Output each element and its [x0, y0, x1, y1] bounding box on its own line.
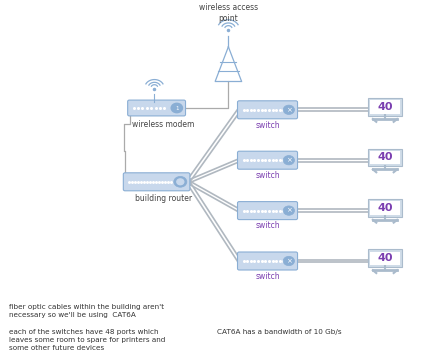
Text: CAT6A has a bandwidth of 10 Gb/s: CAT6A has a bandwidth of 10 Gb/s	[217, 329, 341, 336]
Text: switch: switch	[255, 121, 279, 130]
Circle shape	[283, 256, 294, 266]
Text: 1: 1	[174, 105, 178, 111]
Circle shape	[174, 176, 187, 187]
FancyBboxPatch shape	[370, 201, 399, 215]
Text: wireless modem: wireless modem	[132, 120, 194, 129]
Text: switch: switch	[255, 221, 279, 230]
FancyBboxPatch shape	[370, 100, 399, 114]
Text: 40: 40	[376, 203, 392, 213]
Text: switch: switch	[255, 272, 279, 281]
Text: ×: ×	[285, 157, 291, 163]
Circle shape	[171, 103, 182, 113]
Circle shape	[283, 105, 294, 114]
FancyBboxPatch shape	[367, 199, 401, 217]
FancyBboxPatch shape	[367, 98, 401, 116]
FancyBboxPatch shape	[237, 202, 297, 220]
FancyBboxPatch shape	[237, 252, 297, 270]
Circle shape	[283, 206, 294, 215]
Text: 40: 40	[376, 102, 392, 112]
Text: fiber optic cables within the building aren't
necessary so we'll be using  CAT6A: fiber optic cables within the building a…	[9, 304, 164, 318]
Text: 40: 40	[376, 253, 392, 263]
FancyBboxPatch shape	[370, 252, 399, 265]
Circle shape	[283, 156, 294, 165]
Text: each of the switches have 48 ports which
leaves some room to spare for printers : each of the switches have 48 ports which…	[9, 329, 164, 351]
FancyBboxPatch shape	[237, 101, 297, 119]
Text: ×: ×	[285, 107, 291, 113]
Circle shape	[176, 179, 183, 185]
Text: wireless access
point: wireless access point	[198, 3, 257, 23]
Text: switch: switch	[255, 171, 279, 180]
FancyBboxPatch shape	[367, 249, 401, 267]
FancyBboxPatch shape	[123, 173, 189, 191]
Text: ×: ×	[285, 208, 291, 213]
Text: 40: 40	[376, 153, 392, 162]
FancyBboxPatch shape	[237, 151, 297, 169]
FancyBboxPatch shape	[367, 149, 401, 166]
Text: building router: building router	[134, 194, 191, 203]
Text: ×: ×	[285, 258, 291, 264]
FancyBboxPatch shape	[370, 151, 399, 164]
FancyBboxPatch shape	[128, 100, 185, 116]
